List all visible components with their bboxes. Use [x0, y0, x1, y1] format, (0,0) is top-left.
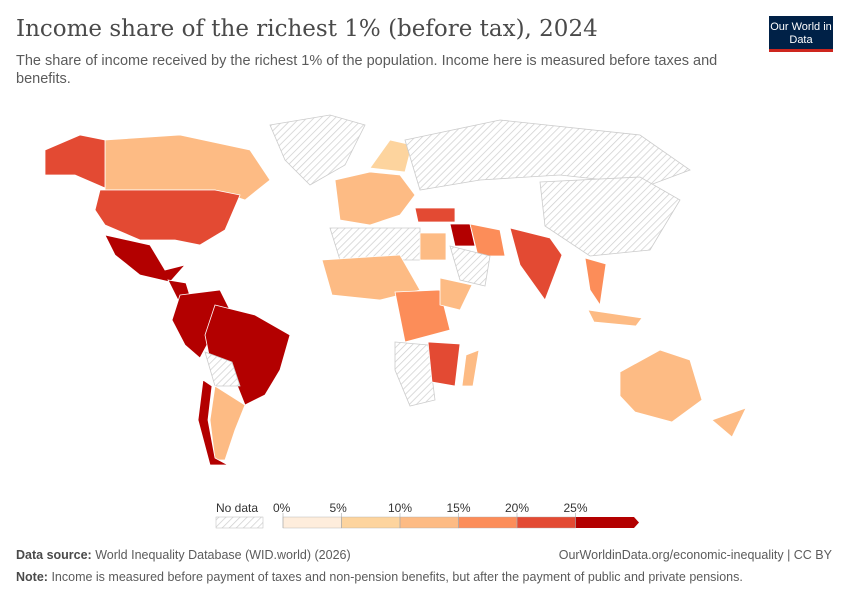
region-madagascar[interactable]: Madagascar — [461, 349, 480, 387]
legend-no-data-label: No data — [216, 501, 258, 515]
owid-logo[interactable]: Our World in Data — [769, 16, 833, 52]
region-india[interactable]: India — [509, 227, 563, 301]
data-source: Data source: World Inequality Database (… — [16, 548, 351, 562]
source-text[interactable]: World Inequality Database (WID.world) (2… — [95, 548, 351, 562]
note: Note: Income is measured before payment … — [16, 570, 743, 584]
region-ethiopia[interactable]: Ethiopia — [439, 277, 473, 311]
legend-bin-0 — [282, 516, 342, 529]
region-southern-africa[interactable]: Southern Africa — [394, 341, 436, 407]
legend-tick-label: 25% — [564, 501, 588, 515]
region-indonesia[interactable]: Indonesia — [587, 309, 643, 327]
source-url[interactable]: OurWorldinData.org/economic-inequality |… — [558, 548, 832, 562]
legend-tick-label: 10% — [388, 501, 412, 515]
region-bolivia-paraguay[interactable]: Bolivia / Paraguay — [204, 351, 241, 387]
legend-bin-5 — [575, 517, 639, 528]
legend-bin-4 — [516, 516, 576, 529]
region-china[interactable]: China — [539, 176, 681, 257]
region-mozambique-zimbabwe[interactable]: Mozambique / Zimbabwe — [427, 341, 461, 387]
region-argentina[interactable]: Argentina — [209, 385, 246, 461]
region-chile[interactable]: Chile — [197, 379, 229, 466]
region-turkey[interactable]: Turkey — [414, 207, 456, 223]
chart-subtitle: The share of income received by the rich… — [16, 53, 718, 87]
legend-bin-1 — [341, 516, 401, 529]
legend-tick-label: 0% — [273, 501, 291, 515]
region-mexico[interactable]: Mexico — [104, 234, 187, 283]
region-new-zealand[interactable]: New Zealand — [711, 407, 747, 438]
region-egypt[interactable]: Egypt — [419, 232, 447, 261]
region-brazil[interactable]: Brazil — [204, 304, 291, 406]
region-arabian-peninsula[interactable]: Arabian Peninsula — [449, 245, 491, 287]
world-map: GreenlandCanadaAlaska (United States)Uni… — [44, 114, 747, 529]
chart-title: Income share of the richest 1% (before t… — [16, 16, 598, 42]
region-western-europe[interactable]: Western Europe — [334, 171, 416, 226]
region-central-africa[interactable]: Central Africa — [394, 289, 451, 343]
legend-tick-label: 5% — [330, 501, 348, 515]
region-scandinavia[interactable]: Scandinavia — [369, 139, 413, 173]
legend-tick-label: 20% — [505, 501, 529, 515]
region-united-states[interactable]: United States — [94, 189, 241, 246]
region-southeast-asia[interactable]: Southeast Asia — [584, 257, 607, 307]
region-iraq[interactable]: Iraq — [449, 223, 476, 247]
region-australia[interactable]: Australia — [619, 349, 703, 423]
legend-bin-3 — [458, 516, 518, 529]
legend-no-data-swatch — [215, 516, 264, 529]
region-iran[interactable]: Iran — [469, 223, 506, 257]
legend-bin-2 — [399, 516, 459, 529]
region-greenland[interactable]: Greenland — [269, 114, 366, 186]
region-north-africa[interactable]: North Africa — [329, 227, 421, 261]
region-alaska-united-states-[interactable]: Alaska (United States) — [44, 134, 106, 189]
legend-tick-label: 15% — [447, 501, 471, 515]
region-russia[interactable]: Russia — [404, 119, 691, 191]
legend: No data 0% 5% 10% 15% 20% 25% — [215, 501, 639, 529]
